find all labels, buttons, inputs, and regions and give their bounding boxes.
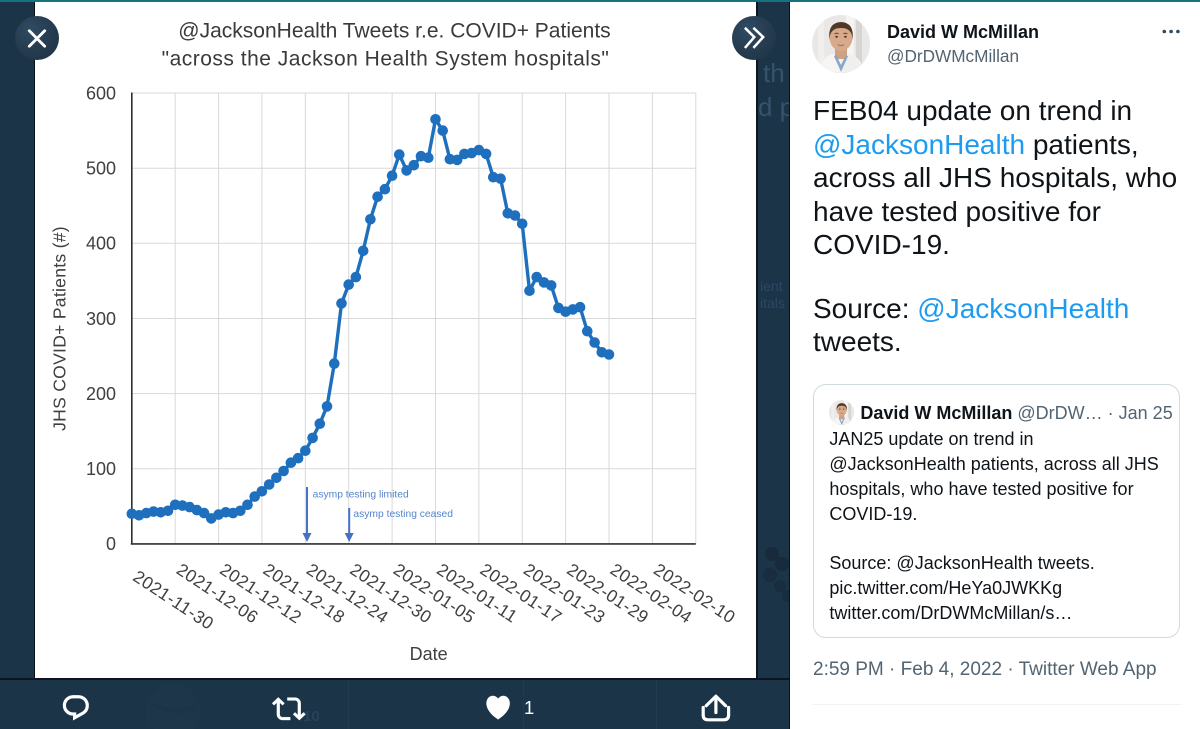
svg-text:200: 200: [86, 384, 116, 404]
svg-text:0: 0: [106, 534, 116, 554]
svg-text:"across the Jackson Health Sys: "across the Jackson Health System hospit…: [162, 48, 610, 71]
svg-text:100: 100: [86, 459, 116, 479]
svg-text:500: 500: [86, 159, 116, 179]
svg-text:300: 300: [86, 309, 116, 329]
svg-text:asymp testing limited: asymp testing limited: [313, 489, 409, 500]
svg-text:400: 400: [86, 234, 116, 254]
svg-text:600: 600: [86, 83, 116, 103]
svg-text:JHS COVID+ Patients (#): JHS COVID+ Patients (#): [49, 226, 69, 431]
svg-text:Date: Date: [410, 644, 448, 664]
svg-text:asymp testing ceased: asymp testing ceased: [353, 509, 453, 520]
svg-text:@JacksonHealth Tweets r.e. COV: @JacksonHealth Tweets r.e. COVID+ Patien…: [178, 20, 610, 43]
